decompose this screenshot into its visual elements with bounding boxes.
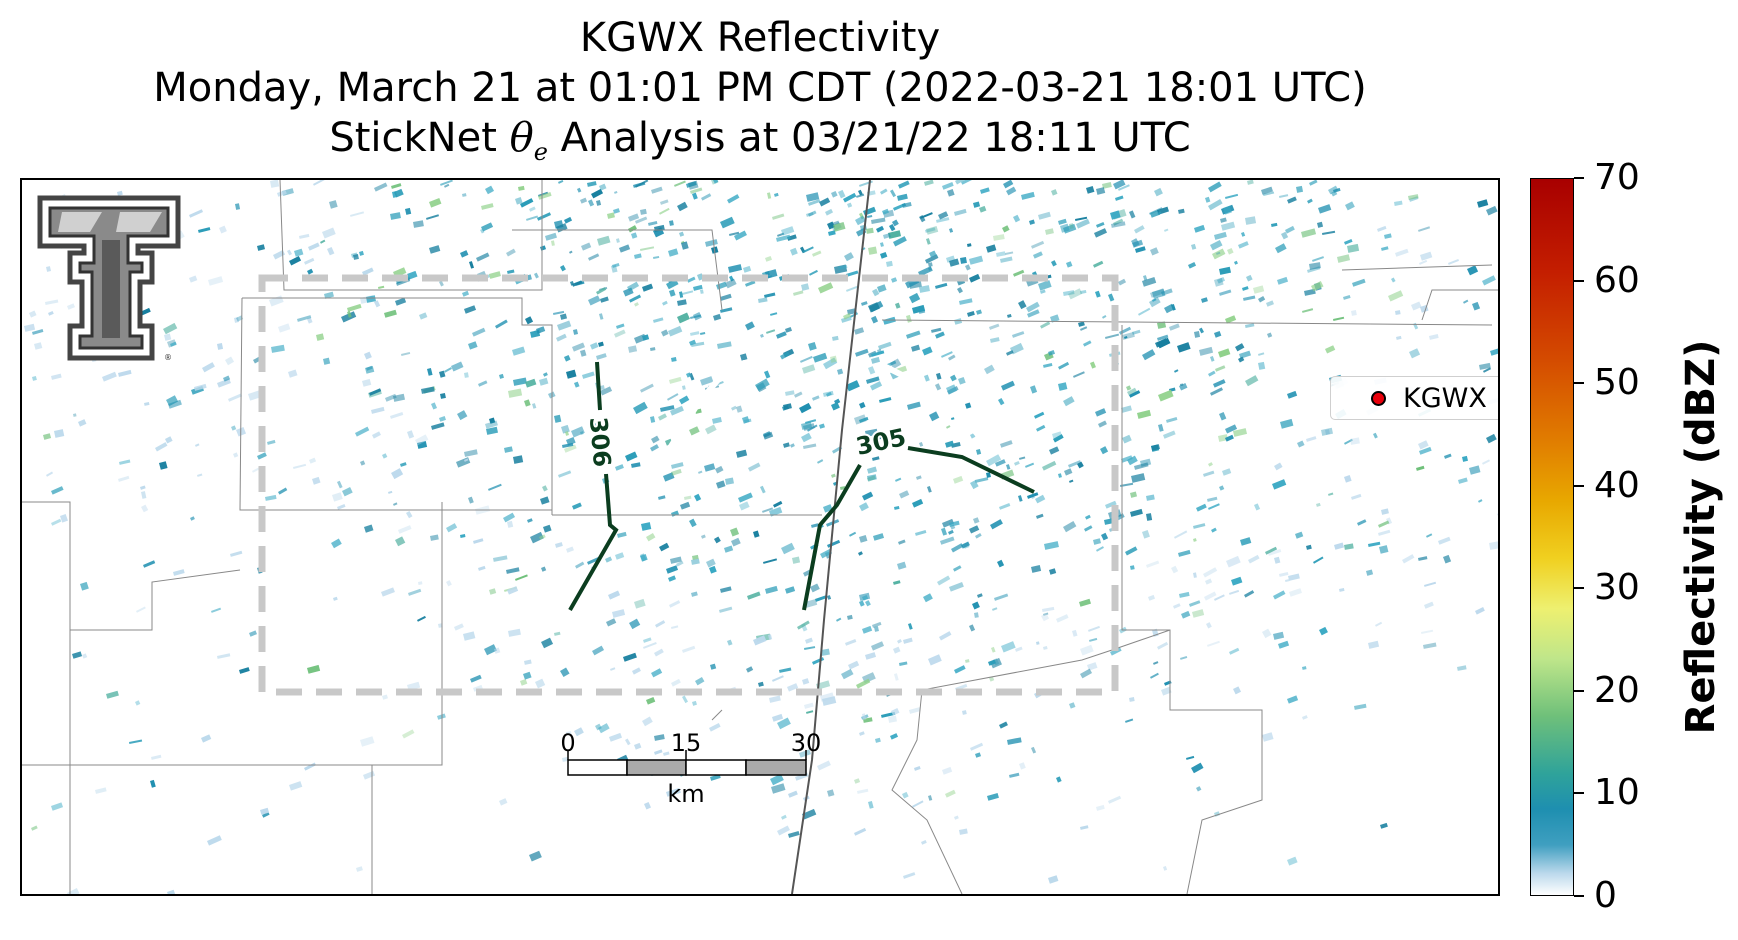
colorbar-tick-mark	[1574, 895, 1584, 897]
theta-e-contour-306	[568, 361, 619, 611]
theta-e-symbol: θe	[509, 115, 548, 166]
map-subtitle-analysis: StickNet θe Analysis at 03/21/22 18:11 U…	[329, 115, 1191, 166]
colorbar-tick-mark	[1574, 279, 1584, 282]
texas-tech-double-t-logo: ®	[37, 195, 181, 362]
scale-bar: 0 15 30 km	[560, 729, 821, 808]
radar-map[interactable]: 306 305 0 15 30 km ® KGWX	[20, 178, 1500, 896]
state-border	[791, 180, 871, 894]
white-outflow-lines	[667, 360, 995, 453]
analysis-domain-box	[258, 274, 1119, 696]
county-borders	[22, 180, 1498, 894]
colorbar-tick-mark	[1574, 382, 1584, 385]
colorbar-tick-mark	[1574, 587, 1584, 590]
colorbar-tick-mark	[1574, 484, 1584, 487]
colorbar-tick-label: 50	[1594, 362, 1640, 404]
reflectivity-echoes	[24, 180, 1498, 894]
map-subtitle-time: Monday, March 21 at 01:01 PM CDT (2022-0…	[153, 65, 1367, 111]
colorbar-tick-label: 10	[1594, 772, 1640, 814]
legend: KGWX	[1330, 376, 1498, 420]
scale-tick-0: 0	[560, 729, 575, 757]
colorbar-tick-mark	[1574, 689, 1584, 692]
colorbar-tick-label: 20	[1594, 669, 1640, 711]
scale-tick-15: 15	[671, 729, 702, 757]
contour-label-306: 306	[584, 416, 616, 468]
reflectivity-colorbar	[1530, 178, 1574, 896]
colorbar-tick-label: 40	[1594, 464, 1640, 506]
colorbar-label: Reflectivity (dBZ)	[1678, 339, 1724, 735]
colorbar-tick-label: 60	[1594, 259, 1640, 301]
contour-label-305: 305	[854, 423, 909, 461]
radar-site-marker-icon	[1371, 391, 1386, 406]
colorbar-tick-label: 0	[1594, 875, 1617, 916]
scale-unit: km	[667, 780, 704, 808]
theta-e-contour-305	[802, 446, 1035, 611]
scale-tick-30: 30	[791, 729, 822, 757]
colorbar-tick-mark	[1574, 177, 1584, 179]
legend-label: KGWX	[1403, 383, 1487, 414]
colorbar-tick-mark	[1574, 792, 1584, 795]
map-title: KGWX Reflectivity	[579, 15, 941, 61]
colorbar-tick-label: 30	[1594, 567, 1640, 609]
colorbar-tick-label: 70	[1594, 157, 1640, 198]
svg-text:®: ®	[164, 353, 172, 362]
